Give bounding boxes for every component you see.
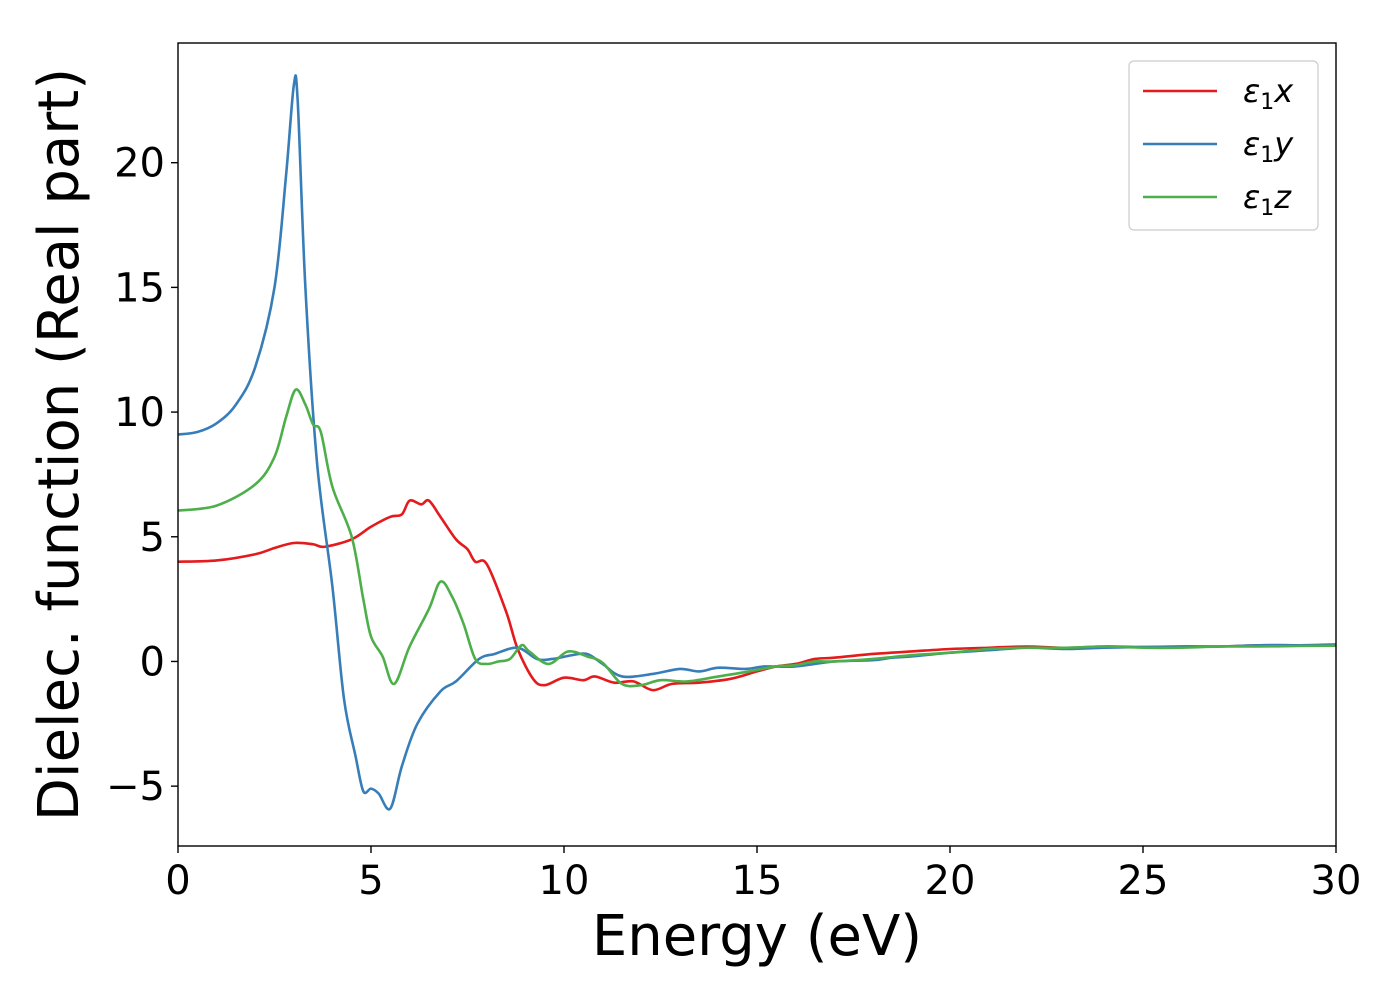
y-tick-label: −5 bbox=[106, 764, 165, 810]
legend-label-z: ε1z bbox=[1243, 178, 1292, 221]
x-tick-label: 25 bbox=[1118, 858, 1169, 904]
y-tick-label: 20 bbox=[114, 141, 165, 187]
y-tick-label: 5 bbox=[140, 515, 165, 561]
x-tick-label: 10 bbox=[539, 858, 590, 904]
legend-box bbox=[1128, 60, 1319, 231]
x-tick-label: 30 bbox=[1311, 858, 1362, 904]
series-line-x bbox=[178, 498, 1336, 692]
x-tick-label: 5 bbox=[358, 858, 383, 904]
y-axis-label: Dielec. function (Real part) bbox=[27, 68, 92, 821]
legend-label-y: ε1y bbox=[1243, 125, 1294, 168]
series-line-z bbox=[178, 388, 1336, 688]
x-tick-label: 15 bbox=[732, 858, 783, 904]
x-tick-label: 0 bbox=[165, 858, 190, 904]
x-axis-label: Energy (eV) bbox=[592, 904, 922, 969]
y-tick-label: 10 bbox=[114, 390, 165, 436]
y-tick-label: 15 bbox=[114, 265, 165, 311]
legend-label-x: ε1x bbox=[1243, 72, 1294, 115]
series-layer bbox=[178, 74, 1336, 811]
y-tick-label: 0 bbox=[140, 639, 165, 685]
ticks-layer: 0 5 10 15 20 25 30 −5 0 5 10 15 20 bbox=[106, 141, 1361, 904]
x-tick-label: 20 bbox=[925, 858, 976, 904]
legend: ε1x ε1y ε1z bbox=[1128, 60, 1319, 231]
